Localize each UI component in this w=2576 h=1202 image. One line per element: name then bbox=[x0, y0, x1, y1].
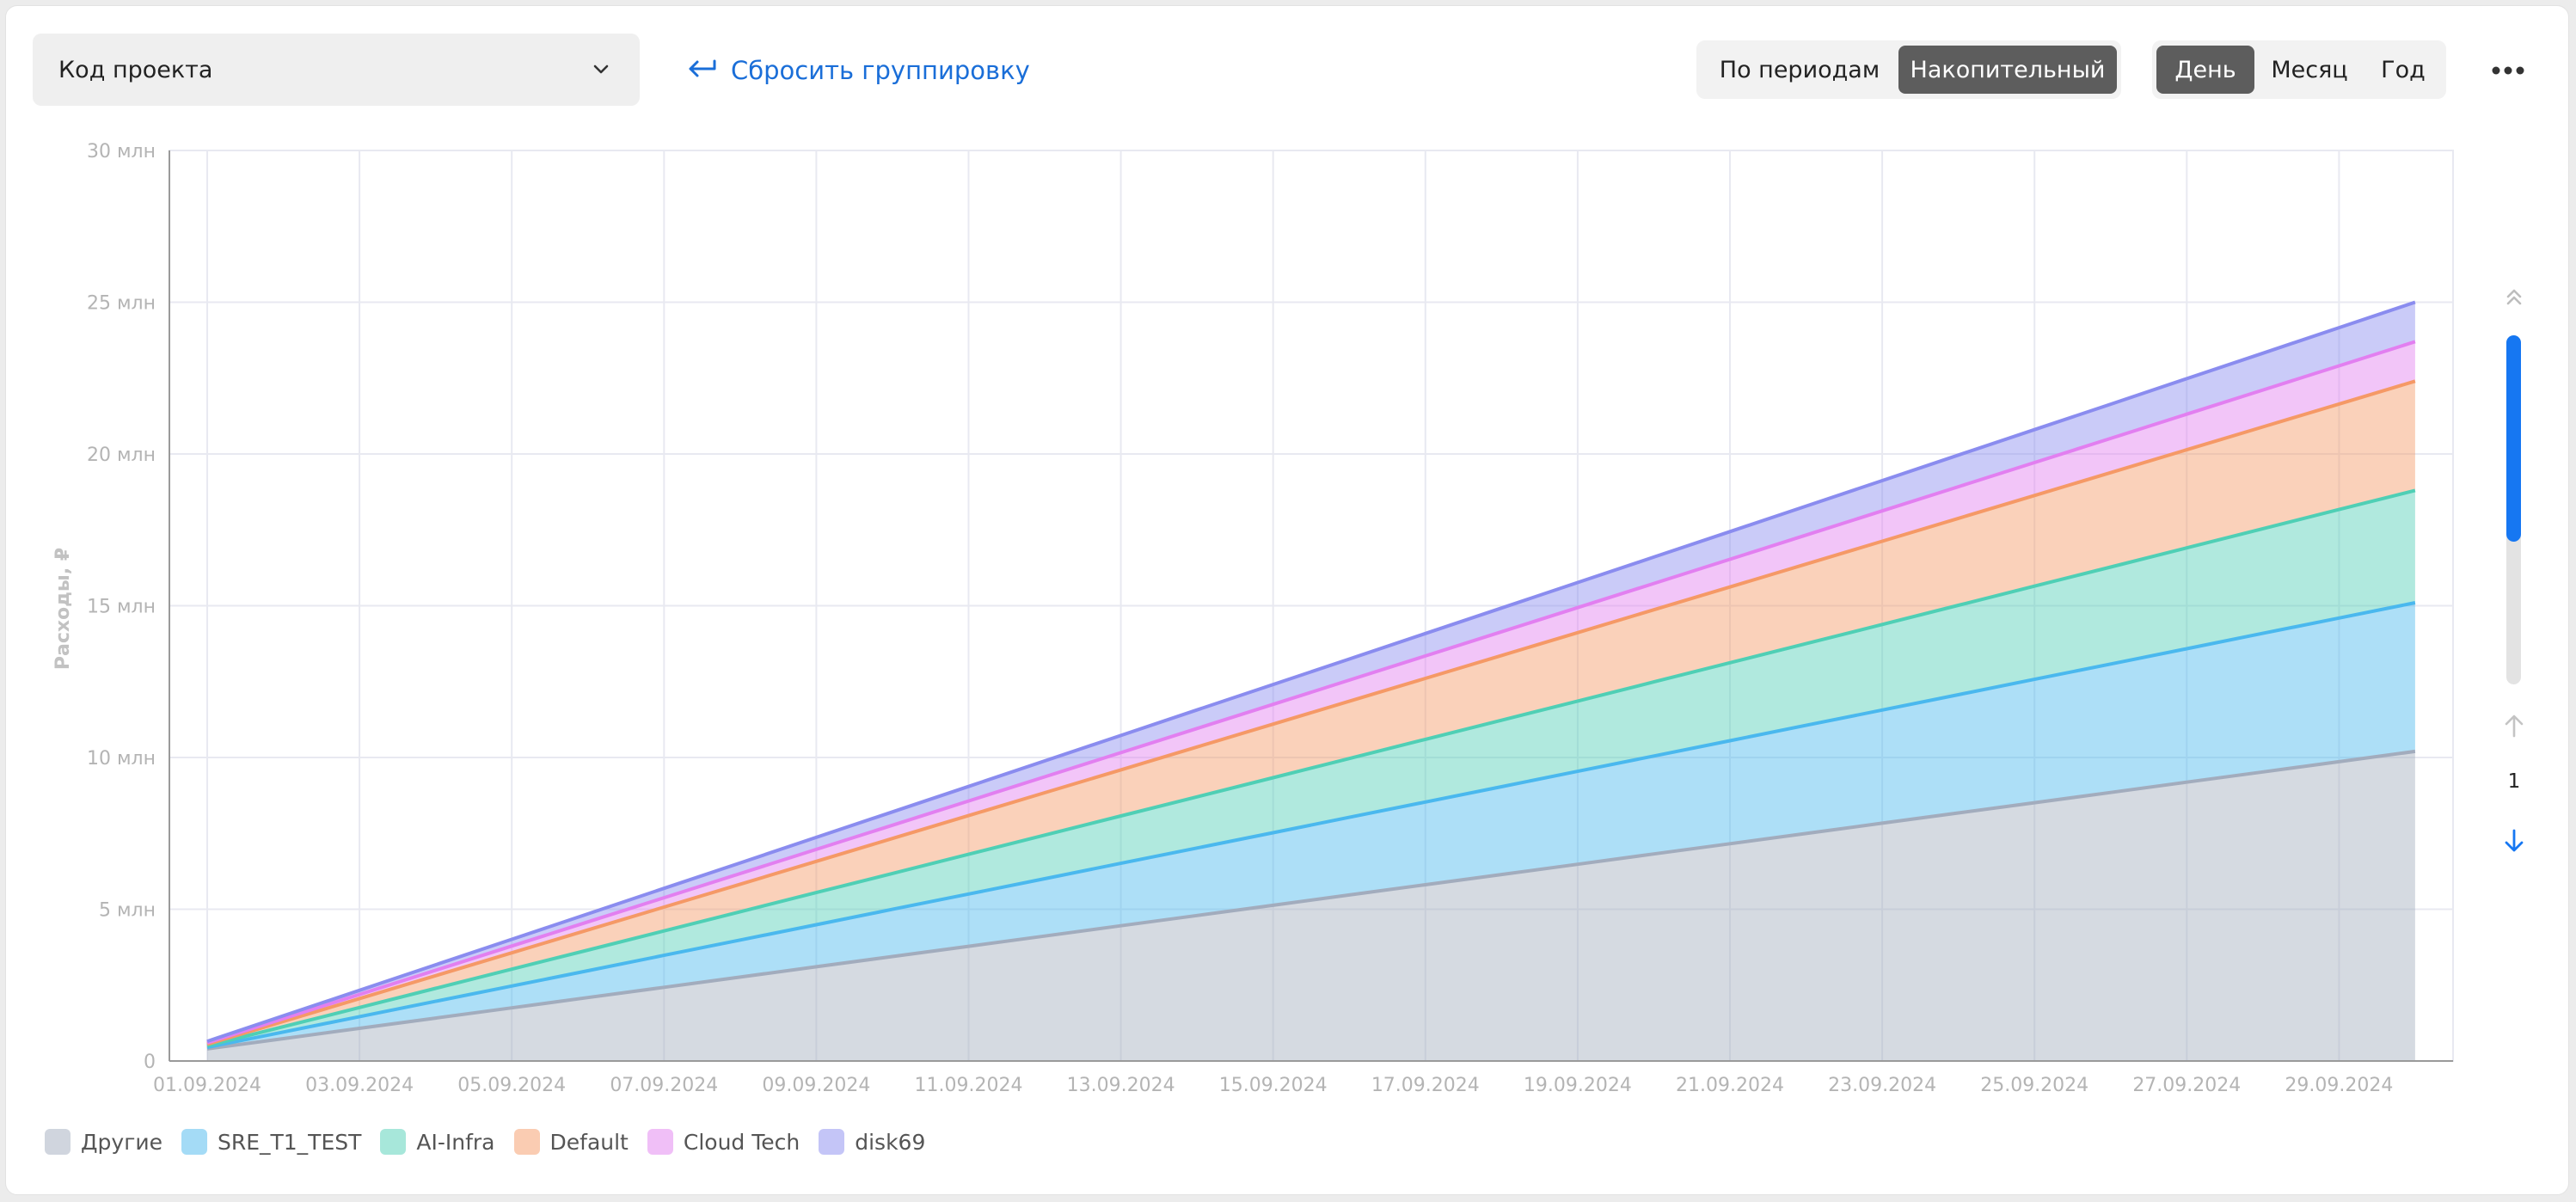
legend-item[interactable]: Другие bbox=[45, 1129, 163, 1155]
pager-scrollbar-thumb[interactable] bbox=[2506, 335, 2521, 542]
line-disk69 bbox=[206, 300, 2416, 1043]
legend-label: Другие bbox=[81, 1129, 163, 1155]
y-tick-label: 0 bbox=[144, 1052, 156, 1073]
tab-year[interactable]: Год bbox=[2381, 56, 2426, 83]
x-tick-label: 01.09.2024 bbox=[153, 1075, 261, 1096]
legend-label: Cloud Tech bbox=[683, 1129, 800, 1155]
legend-label: disk69 bbox=[855, 1129, 926, 1155]
x-tick-label: 17.09.2024 bbox=[1371, 1075, 1480, 1096]
line-default bbox=[206, 379, 2416, 1046]
tab-cumulative[interactable]: Накопительный bbox=[1898, 46, 2117, 94]
double-chevron-up-icon[interactable] bbox=[2493, 280, 2535, 315]
x-tick-label: 15.09.2024 bbox=[1219, 1075, 1328, 1096]
legend-label: AI-Infra bbox=[416, 1129, 495, 1155]
legend-label: Default bbox=[549, 1129, 629, 1155]
x-tick-label: 23.09.2024 bbox=[1828, 1075, 1936, 1096]
area-- bbox=[207, 751, 2415, 1061]
x-tick-label: 21.09.2024 bbox=[1676, 1075, 1784, 1096]
legend-swatch bbox=[181, 1129, 207, 1155]
y-axis-label: Расходы, ₽ bbox=[52, 548, 74, 670]
reset-grouping-label: Сбросить группировку bbox=[731, 56, 1030, 85]
more-horizontal-icon bbox=[2491, 63, 2525, 79]
x-tick-label: 11.09.2024 bbox=[915, 1075, 1023, 1096]
legend-item[interactable]: Default bbox=[513, 1129, 629, 1155]
arrow-down-icon[interactable] bbox=[2493, 825, 2535, 856]
x-tick-label: 05.09.2024 bbox=[457, 1075, 566, 1096]
legend-item[interactable]: Cloud Tech bbox=[647, 1129, 800, 1155]
y-tick-label: 5 млн bbox=[99, 900, 156, 922]
arrow-up-icon[interactable] bbox=[2493, 710, 2535, 741]
x-tick-label: 25.09.2024 bbox=[1980, 1075, 2088, 1096]
legend-item[interactable]: AI-Infra bbox=[380, 1129, 495, 1155]
line-sre-t1-test bbox=[206, 601, 2416, 1050]
y-tick-label: 20 млн bbox=[87, 445, 156, 466]
x-tick-label: 29.09.2024 bbox=[2285, 1075, 2393, 1096]
pager-scrollbar-track[interactable] bbox=[2506, 335, 2521, 684]
legend-swatch bbox=[819, 1129, 845, 1155]
x-tick-label: 13.09.2024 bbox=[1067, 1075, 1175, 1096]
group-by-value: Код проекта bbox=[58, 56, 213, 83]
group-by-select[interactable]: Код проекта bbox=[33, 34, 640, 106]
tab-month[interactable]: Месяц bbox=[2271, 56, 2348, 83]
line-cloud-tech bbox=[206, 340, 2416, 1045]
line-ai-infra bbox=[206, 488, 2416, 1048]
line-- bbox=[206, 749, 2416, 1051]
legend-item[interactable]: disk69 bbox=[819, 1129, 925, 1155]
x-tick-label: 03.09.2024 bbox=[305, 1075, 414, 1096]
tab-day[interactable]: День bbox=[2156, 46, 2254, 94]
legend-label: SRE_T1_TEST bbox=[217, 1129, 362, 1155]
page-number: 1 bbox=[2507, 770, 2521, 793]
x-tick-label: 07.09.2024 bbox=[610, 1075, 718, 1096]
legend-swatch bbox=[380, 1129, 407, 1155]
x-tick-label: 19.09.2024 bbox=[1524, 1075, 1632, 1096]
y-tick-label: 15 млн bbox=[87, 597, 156, 618]
legend-item[interactable]: SRE_T1_TEST bbox=[181, 1129, 361, 1155]
legend-pager: 1 bbox=[2493, 275, 2535, 877]
cost-report-panel bbox=[5, 5, 2569, 1195]
aggregation-mode-switch: По периодам Накопительный bbox=[1696, 40, 2121, 99]
y-tick-label: 10 млн bbox=[87, 748, 156, 770]
reset-grouping-link[interactable]: Сбросить группировку bbox=[686, 52, 1030, 89]
area-series bbox=[206, 300, 2416, 1061]
legend-swatch bbox=[647, 1129, 673, 1155]
legend-swatch bbox=[513, 1129, 540, 1155]
tab-by-periods[interactable]: По периодам bbox=[1719, 56, 1880, 83]
y-tick-label: 25 млн bbox=[87, 293, 156, 315]
period-switch: День Месяц Год bbox=[2152, 40, 2446, 99]
legend-swatch bbox=[45, 1129, 71, 1155]
chevron-down-icon bbox=[588, 57, 614, 83]
y-tick-label: 30 млн bbox=[87, 141, 156, 163]
x-tick-label: 27.09.2024 bbox=[2132, 1075, 2241, 1096]
cumulative-cost-chart: 0 5 млн 10 млн 15 млн 20 млн 25 млн 30 млн 01.0… bbox=[52, 141, 2454, 1096]
return-arrow-icon bbox=[686, 58, 717, 83]
more-options-button[interactable] bbox=[2488, 53, 2528, 88]
x-tick-label: 09.09.2024 bbox=[762, 1075, 870, 1096]
axes: 0 5 млн 10 млн 15 млн 20 млн 25 млн 30 млн 01.0… bbox=[87, 141, 2453, 1096]
chart-legend: Другие SRE_T1_TEST AI-Infra Default Cloud Te… bbox=[45, 1126, 925, 1157]
